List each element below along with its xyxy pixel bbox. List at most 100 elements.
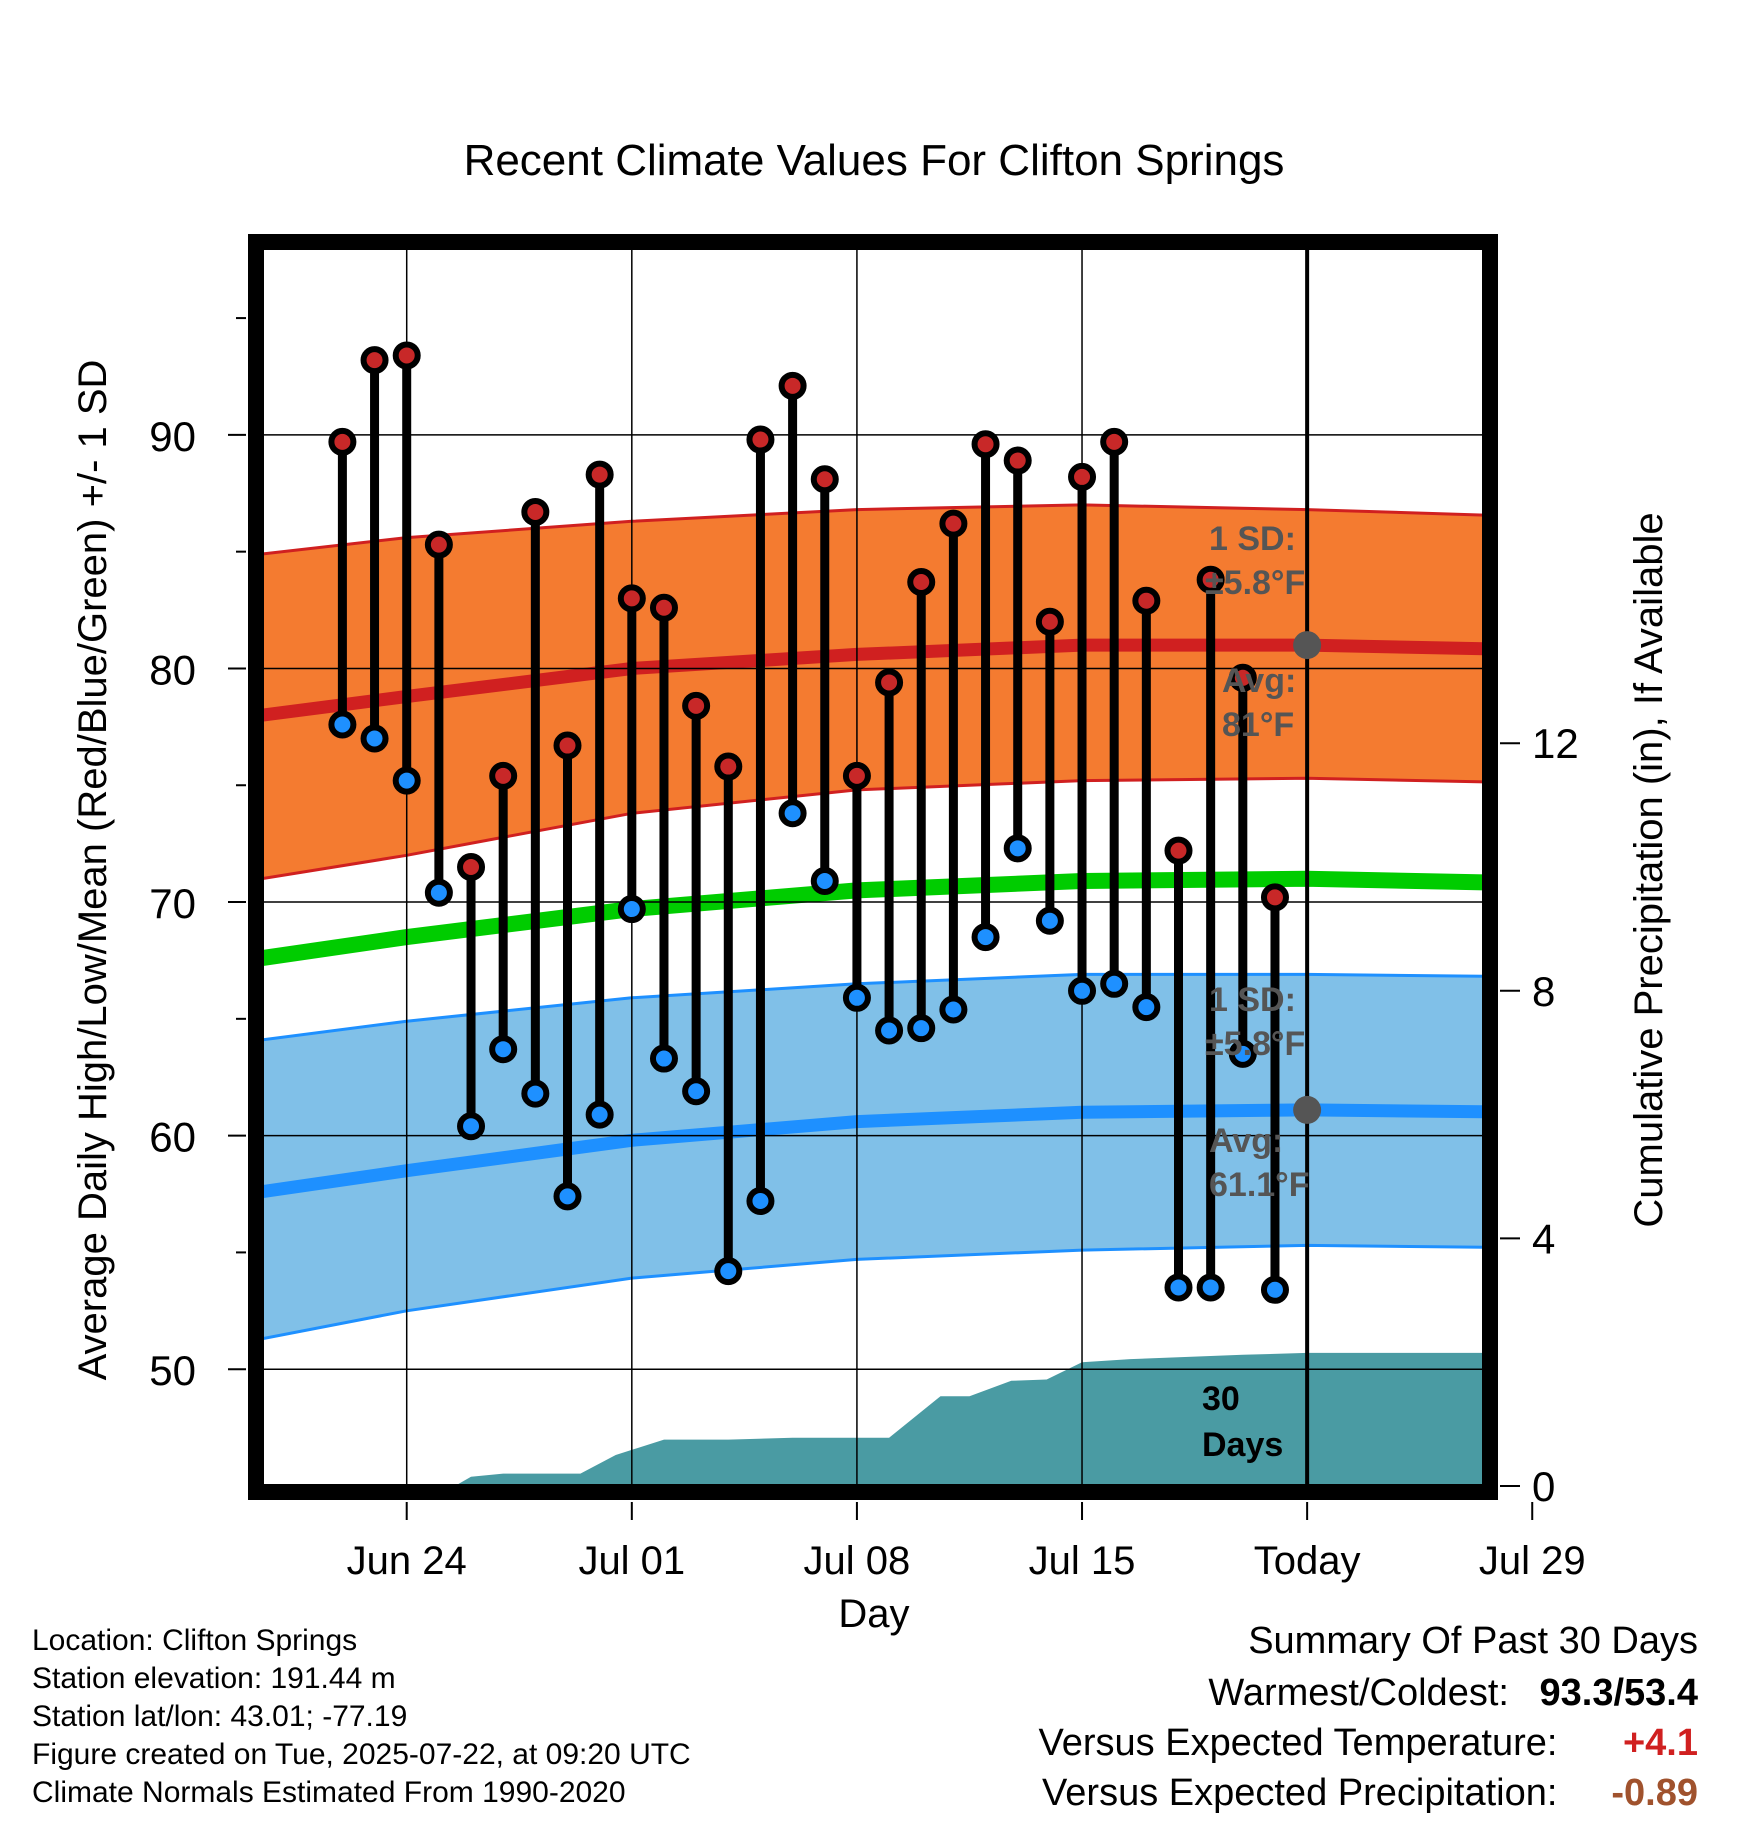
low-point [1260,1275,1289,1304]
low-point [1228,1039,1257,1068]
low-point [457,1112,486,1141]
location-text: Location: Clifton Springs [32,1624,358,1657]
precip-label: Versus Expected Precipitation: [1042,1772,1558,1814]
x-tick-label: Jul 01 [578,1539,685,1583]
elevation-text: Station elevation: 191.44 m [32,1662,396,1695]
low-avg-value: 61.1°F [1209,1166,1310,1204]
high-point [714,752,743,781]
high-point [875,668,904,697]
normals-text: Climate Normals Estimated From 1990-2020 [32,1776,626,1809]
high-point [1196,565,1225,594]
low-normal-band-lower-edge [262,1243,1484,1341]
low-normal-mean-line [262,1103,1484,1199]
high-point [424,530,453,559]
y2-axis-label: Cumulative Precipitation (in), If Availa… [1627,512,1671,1227]
high-point [746,425,775,454]
low-avg-marker [1293,1095,1322,1124]
summary-title: Summary Of Past 30 Days [1248,1620,1698,1662]
summary-temp: Versus Expected Temperature: +4.1 [1039,1722,1698,1765]
x-tick-label: Jun 24 [347,1539,467,1583]
x-tick-label: Jul 08 [804,1539,911,1583]
low-point [521,1079,550,1108]
low-point [1164,1273,1193,1302]
high-avg-value: 81°F [1222,706,1294,744]
low-point [392,766,421,795]
high-point [328,427,357,456]
low-point [939,995,968,1024]
low-point [585,1100,614,1129]
created-text: Figure created on Tue, 2025-07-22, at 09… [32,1738,691,1771]
y-tick-label: 80 [149,646,196,693]
high-point [1260,883,1289,912]
high-point [1132,586,1161,615]
y-tick-label: 90 [149,413,196,460]
high-point [1228,663,1257,692]
high-avg-marker [1293,631,1322,660]
y-axis-label: Average Daily High/Low/Mean (Red/Blue/Gr… [71,360,115,1381]
high-point [521,497,550,526]
period-unit: Days [1202,1426,1283,1464]
high-point [1068,462,1097,491]
high-sd-value: ±5.8°F [1205,564,1305,602]
y2-tick-label: 8 [1532,968,1555,1015]
low-point [617,895,646,924]
high-point [392,341,421,370]
precip-value: -0.89 [1611,1772,1698,1814]
high-point [682,691,711,720]
low-point [1035,906,1064,935]
x-tick-label: Jul 15 [1029,1539,1136,1583]
precip-area [454,1352,1484,1486]
high-point [778,371,807,400]
low-normal-band-upper-edge [262,972,1484,1042]
temp-value: +4.1 [1622,1722,1698,1764]
high-sd-label: 1 SD: [1209,520,1296,558]
summary-warm-cold: Warmest/Coldest: 93.3/53.4 [1208,1672,1698,1715]
plot-area: 1 SD: ±5.8°F Avg: 81°F 1 SD: ±5.8°F Avg: 61.1°F… [149,234,1586,1583]
high-point [649,593,678,622]
chart-title: Recent Climate Values For Clifton Spring… [464,136,1285,185]
summary-precip: Versus Expected Precipitation: -0.89 [1042,1772,1698,1815]
x-tick-label: Today [1254,1539,1361,1583]
low-point [907,1014,936,1043]
high-point [842,761,871,790]
y-tick-label: 70 [149,880,196,927]
high-point [360,346,389,375]
latlon-text: Station lat/lon: 43.01; -77.19 [32,1700,408,1733]
low-point [1132,993,1161,1022]
low-sd-value: ±5.8°F [1205,1025,1305,1063]
mean-normal-line [262,870,1484,967]
warm-cold-label: Warmest/Coldest: [1208,1672,1509,1714]
high-point [1003,446,1032,475]
high-point [585,460,614,489]
high-point [617,584,646,613]
low-point [649,1044,678,1073]
x-axis-label: Day [838,1592,909,1636]
low-point [971,923,1000,952]
low-point [746,1187,775,1216]
x-tick-label: Jul 29 [1479,1539,1586,1583]
low-point [553,1182,582,1211]
low-point [1100,969,1129,998]
low-point [360,724,389,753]
high-point [553,731,582,760]
high-point [810,465,839,494]
high-avg-label: Avg: [1222,662,1296,700]
temp-label: Versus Expected Temperature: [1038,1722,1558,1764]
high-point [939,509,968,538]
warm-cold-value: 93.3/53.4 [1539,1672,1698,1714]
y2-tick-label: 0 [1532,1463,1555,1510]
low-point [842,983,871,1012]
high-point [971,430,1000,459]
plot-content [262,248,1484,1486]
low-avg-label: Avg: [1209,1122,1283,1160]
low-sd-label: 1 SD: [1209,981,1296,1019]
y-tick-label: 60 [149,1114,196,1161]
y2-tick-label: 12 [1532,720,1579,767]
period-number: 30 [1202,1380,1240,1418]
low-point [875,1016,904,1045]
low-point [778,799,807,828]
low-point [810,867,839,896]
low-point [1196,1273,1225,1302]
y-tick-label: 50 [149,1347,196,1394]
